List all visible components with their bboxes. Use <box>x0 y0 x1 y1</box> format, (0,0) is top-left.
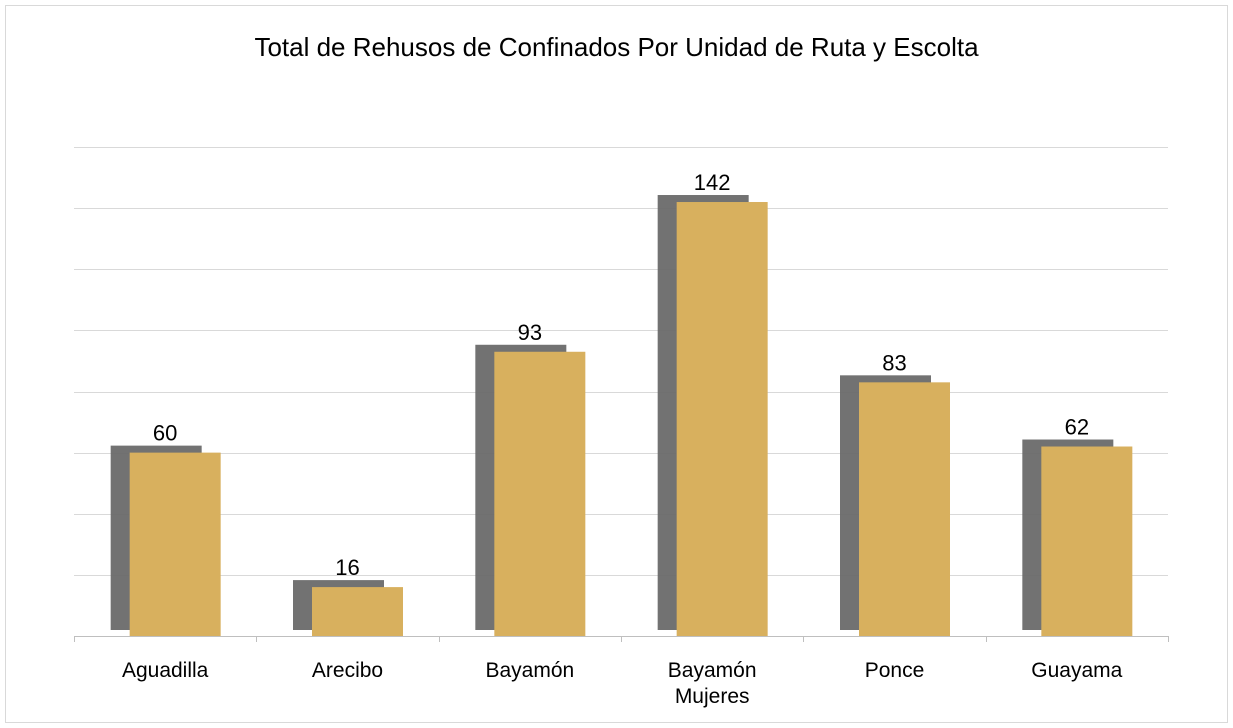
data-label: 60 <box>153 421 177 446</box>
data-label: 62 <box>1065 415 1089 440</box>
x-tick-label: Bayamón <box>485 659 574 682</box>
gridlines <box>74 147 1168 576</box>
data-label: 93 <box>518 320 542 345</box>
x-tick-label: Arecibo <box>312 659 383 682</box>
data-label: 83 <box>882 350 906 375</box>
bars <box>129 202 1133 636</box>
x-tick-label: Guayama <box>1031 659 1122 682</box>
bar <box>1041 446 1133 636</box>
chart-title: Total de Rehusos de Confinados Por Unida… <box>254 32 979 62</box>
bar <box>494 351 586 636</box>
x-tick-label: Bayamón <box>668 659 757 682</box>
bar-shadows <box>110 195 1114 630</box>
data-labels: 60 16 93 142 83 62 <box>153 170 1089 580</box>
bar <box>859 382 950 636</box>
x-tick-label: Mujeres <box>675 685 750 708</box>
x-tick-label: Ponce <box>865 659 925 682</box>
data-label: 16 <box>335 555 359 580</box>
x-tick-labels: Aguadilla Arecibo Bayamón Bayamón Mujeres Pon… <box>122 659 1123 708</box>
x-tick-label: Aguadilla <box>122 659 209 682</box>
bar <box>312 587 403 636</box>
data-label: 142 <box>694 170 731 195</box>
bar <box>129 452 221 636</box>
bar <box>676 202 768 636</box>
x-axis <box>74 636 1169 642</box>
